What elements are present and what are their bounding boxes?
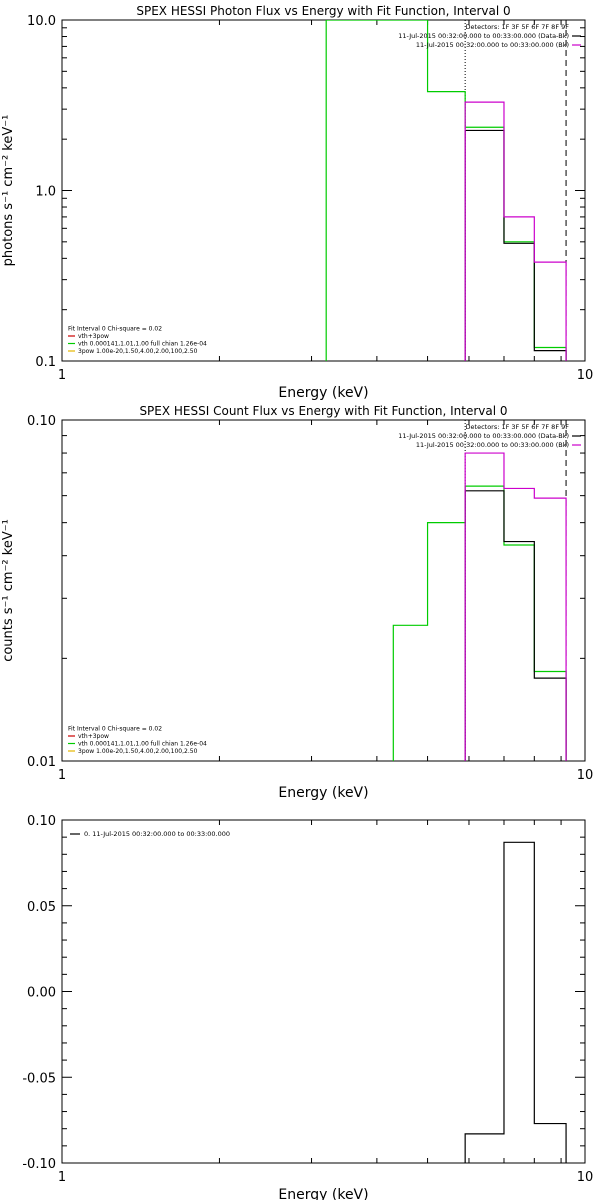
x-tick-label: 1 xyxy=(58,1170,66,1185)
data-layer xyxy=(464,841,567,1163)
series-1-histogram xyxy=(464,841,567,1163)
legend-right-entry: 11-Jul-2015 00:32:00.000 to 00:33:00.000… xyxy=(398,432,569,440)
legend-right-entry: 11-Jul-2015 00:32:00.000 to 00:33:00.000… xyxy=(398,32,569,40)
x-tick-label: 10 xyxy=(577,768,594,783)
series-3-histogram xyxy=(464,452,567,761)
legend-left-entry: vth+3pow xyxy=(78,733,109,740)
series-1-histogram xyxy=(392,485,567,761)
y-axis-label: photons s⁻¹ cm⁻² keV⁻¹ xyxy=(1,115,16,267)
y-tick-label: 0.10 xyxy=(27,414,56,429)
legend-left-entry: 3pow 1.00e-20,1.50,4.00,2.00,100,2.50 xyxy=(78,748,198,755)
x-tick-label: 1 xyxy=(58,768,66,783)
legend-left-entry: vth 0.000141,1.01,1.00 full chian 1.26e-… xyxy=(78,341,207,348)
legend-right-entry: 11-Jul-2015 00:32:00.000 to 00:33:00.000… xyxy=(416,441,569,449)
axes-frame xyxy=(61,419,586,762)
legend-right-entry: 11-Jul-2015 00:32:00.000 to 00:33:00.000… xyxy=(416,41,569,49)
y-tick-label: 0.01 xyxy=(27,755,56,770)
series-2-histogram xyxy=(464,490,567,761)
legend-top-entry: 0. 11-Jul-2015 00:32:00.000 to 00:33:00.… xyxy=(84,830,230,838)
legend-left-entry: Fit Interval 0 Chi-square = 0.02 xyxy=(68,726,162,733)
legend-left-entry: 3pow 1.00e-20,1.50,4.00,2.00,100,2.50 xyxy=(78,348,198,355)
data-layer xyxy=(392,420,567,761)
legend-left-entry: vth 0.000141,1.01,1.00 full chian 1.26e-… xyxy=(78,741,207,748)
x-tick-label: 10 xyxy=(577,368,594,383)
series-1-histogram xyxy=(325,20,567,361)
x-tick-label: 1 xyxy=(58,368,66,383)
series-3-histogram xyxy=(464,101,567,361)
panel-3: 1 10 Energy (keV) 0.10 0.05 0.00 -0.05 -0.10 0. … xyxy=(22,814,593,1200)
axes-frame xyxy=(61,819,586,1164)
panel-1: SPEX HESSI Photon Flux vs Energy with Fi… xyxy=(1,4,593,401)
legend-left-entry: Fit Interval 0 Chi-square = 0.02 xyxy=(68,326,162,333)
x-axis-label: Energy (keV) xyxy=(278,1187,368,1200)
legend-right-entry: Detectors: 1F 3F 5F 6F 7F 8F 9F xyxy=(466,23,570,31)
x-axis-label: Energy (keV) xyxy=(278,385,368,401)
y-tick-label: 0.05 xyxy=(27,900,56,915)
y-tick-label: 0.10 xyxy=(27,814,56,829)
y-tick-label: 1.0 xyxy=(35,185,56,200)
chart-title: SPEX HESSI Count Flux vs Energy with Fit… xyxy=(139,404,507,418)
series-2-histogram xyxy=(464,129,567,361)
y-axis-label: counts s⁻¹ cm⁻² keV⁻¹ xyxy=(1,519,16,662)
y-tick-label: 10.0 xyxy=(27,14,56,29)
data-layer xyxy=(325,20,567,361)
x-tick-label: 10 xyxy=(577,1170,594,1185)
panel-2: SPEX HESSI Count Flux vs Energy with Fit… xyxy=(1,404,593,801)
axes-frame xyxy=(61,19,586,362)
y-tick-label: -0.10 xyxy=(22,1157,56,1172)
y-tick-label: -0.05 xyxy=(22,1071,56,1086)
y-tick-label: 0.1 xyxy=(35,355,56,370)
legend-left-entry: vth+3pow xyxy=(78,333,109,340)
legend-right-entry: Detectors: 1F 3F 5F 6F 7F 8F 9F xyxy=(466,423,570,431)
chart-title: SPEX HESSI Photon Flux vs Energy with Fi… xyxy=(136,4,510,18)
x-axis-label: Energy (keV) xyxy=(278,785,368,801)
y-tick-label: 0.00 xyxy=(27,986,56,1001)
